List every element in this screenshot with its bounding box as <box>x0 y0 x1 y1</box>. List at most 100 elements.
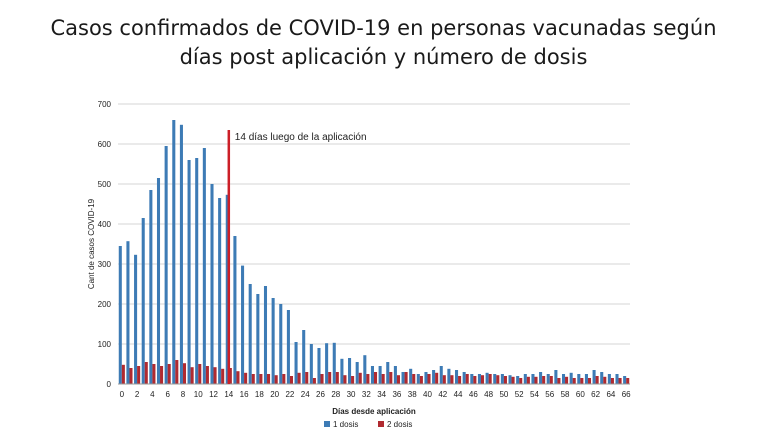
bar-2-dosis <box>473 376 477 384</box>
gridlines <box>118 103 630 345</box>
x-tick-label: 66 <box>622 390 631 399</box>
bar-1-dosis <box>202 148 206 384</box>
bar-2-dosis <box>549 376 553 384</box>
legend-label-2-dosis: 2 dosis <box>387 420 412 429</box>
bar-2-dosis <box>419 376 423 384</box>
bars <box>118 120 630 385</box>
bar-1-dosis <box>600 372 604 384</box>
bar-2-dosis <box>572 378 576 384</box>
bar-1-dosis <box>126 241 130 384</box>
bar-2-dosis <box>274 375 278 384</box>
bar-1-dosis <box>210 184 214 384</box>
bar-1-dosis <box>302 330 306 384</box>
x-tick-label: 6 <box>165 390 170 399</box>
bar-1-dosis <box>141 218 145 384</box>
bar-1-dosis <box>592 370 596 384</box>
y-tick-label: 0 <box>107 380 112 389</box>
bar-1-dosis <box>325 343 329 384</box>
bar-1-dosis <box>416 374 420 384</box>
bar-1-dosis <box>455 370 459 384</box>
bar-1-dosis <box>179 124 183 385</box>
bar-1-dosis <box>508 375 512 384</box>
bar-1-dosis <box>218 198 222 384</box>
bar-1-dosis <box>523 374 527 384</box>
x-tick-label: 12 <box>209 390 218 399</box>
y-tick-label: 200 <box>98 300 112 309</box>
bar-2-dosis <box>542 376 546 384</box>
bar-2-dosis <box>511 376 515 384</box>
legend-swatch-2-dosis <box>378 421 384 427</box>
bar-1-dosis <box>317 348 321 384</box>
bar-1-dosis <box>546 374 550 384</box>
bar-2-dosis <box>404 372 408 384</box>
bar-1-dosis <box>279 304 283 384</box>
bar-2-dosis <box>137 366 141 384</box>
x-tick-label: 60 <box>576 390 585 399</box>
x-tick-label: 34 <box>377 390 386 399</box>
x-tick-label: 22 <box>285 390 294 399</box>
x-tick-label: 64 <box>606 390 615 399</box>
bar-1-dosis <box>256 294 260 384</box>
x-tick-label: 44 <box>454 390 463 399</box>
bar-2-dosis <box>236 371 240 384</box>
bar-2-dosis <box>565 376 569 384</box>
bar-2-dosis <box>167 364 171 384</box>
bar-1-dosis <box>615 374 619 384</box>
bar-2-dosis <box>175 360 179 384</box>
bar-2-dosis <box>595 376 599 384</box>
x-tick-label: 24 <box>301 390 310 399</box>
x-tick-label: 30 <box>347 390 356 399</box>
legend-swatch-1-dosis <box>324 421 330 427</box>
bar-2-dosis <box>305 372 309 384</box>
legend-label-1-dosis: 1 dosis <box>333 420 358 429</box>
bar-1-dosis <box>577 374 581 384</box>
bar-1-dosis <box>156 178 161 384</box>
bar-2-dosis <box>343 375 347 384</box>
bar-1-dosis <box>187 160 191 384</box>
bar-2-dosis <box>618 378 622 384</box>
bar-1-dosis <box>409 368 413 384</box>
x-tick-label: 20 <box>270 390 279 399</box>
bar-2-dosis <box>427 374 431 384</box>
bar-1-dosis <box>470 374 474 384</box>
y-tick-label: 300 <box>98 260 112 269</box>
bar-1-dosis <box>118 246 122 384</box>
bar-2-dosis <box>221 368 225 384</box>
bar-2-dosis <box>534 376 538 384</box>
bar-2-dosis <box>526 376 530 384</box>
x-tick-label: 38 <box>408 390 417 399</box>
bar-2-dosis <box>480 375 485 384</box>
bar-2-dosis <box>328 372 332 384</box>
bar-2-dosis <box>381 374 385 384</box>
y-tick-label: 100 <box>98 340 112 349</box>
bar-2-dosis <box>160 366 164 384</box>
annotation-label: 14 días luego de la aplicación <box>235 132 367 143</box>
bar-2-dosis <box>610 378 614 384</box>
bar-2-dosis <box>312 378 316 384</box>
bar-1-dosis <box>439 366 443 384</box>
bar-2-dosis <box>190 367 194 384</box>
bar-1-dosis <box>500 374 504 384</box>
bar-2-dosis <box>358 372 362 384</box>
bar-1-dosis <box>493 374 497 384</box>
x-tick-label: 48 <box>484 390 493 399</box>
bar-2-dosis <box>412 374 416 384</box>
bar-2-dosis <box>267 374 271 384</box>
x-tick-label: 40 <box>423 390 432 399</box>
x-tick-label: 56 <box>545 390 554 399</box>
x-axis-title: Días desde aplicación <box>332 407 416 416</box>
bar-1-dosis <box>378 366 382 384</box>
bar-2-dosis <box>366 374 370 384</box>
bar-1-dosis <box>424 372 428 384</box>
bar-2-dosis <box>435 372 439 384</box>
x-tick-label: 10 <box>194 390 203 399</box>
bar-2-dosis <box>297 372 301 384</box>
bar-2-dosis <box>626 378 630 384</box>
x-axis-tick-labels: 0 2 4 6 8 10 12 14 16 18 20 22 24 26 28 30 32 34 36 38 40 42 4… <box>120 390 632 399</box>
y-tick-label: 600 <box>98 140 112 149</box>
bar-2-dosis <box>442 375 446 384</box>
legend: 1 dosis 2 dosis <box>324 420 412 429</box>
bar-1-dosis <box>584 374 588 384</box>
bar-2-dosis <box>198 364 202 384</box>
bar-1-dosis <box>134 254 138 384</box>
